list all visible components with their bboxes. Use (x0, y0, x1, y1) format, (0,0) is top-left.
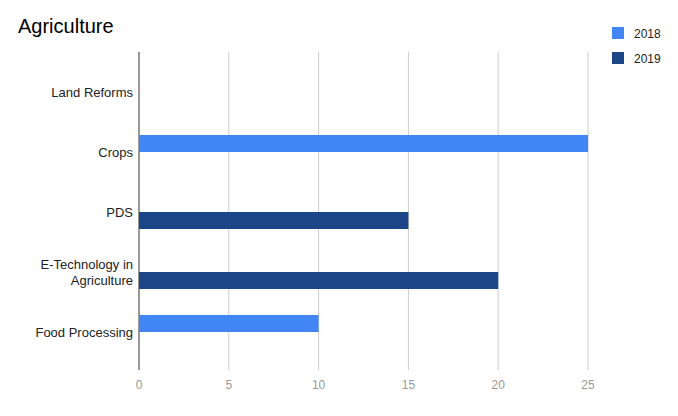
tick-label: 25 (581, 378, 595, 392)
tick-label: 10 (312, 378, 326, 392)
grid-line (408, 52, 409, 370)
tick-label: 5 (225, 378, 232, 392)
legend-swatch (612, 52, 624, 64)
legend-label: 2019 (634, 52, 661, 66)
title: Agriculture (18, 15, 114, 37)
bar (139, 315, 319, 332)
grid-line (588, 52, 589, 370)
category-label: E-Technology inAgriculture (41, 257, 134, 288)
bar (139, 212, 408, 229)
category-label: Food Processing (35, 325, 133, 340)
grid-line (498, 52, 499, 370)
bar (139, 272, 498, 289)
tick-label: 0 (136, 378, 143, 392)
category-label: Crops (98, 145, 133, 160)
tick-label: 15 (402, 378, 416, 392)
bar (139, 135, 588, 152)
bars (139, 135, 588, 332)
legend: 2018 2019 (612, 27, 661, 66)
tick-label: 20 (492, 378, 506, 392)
category-label: Land Reforms (51, 85, 133, 100)
legend-label: 2018 (634, 27, 661, 41)
chart: Agriculture 0 5 10 15 20 25 Land Reforms Crops PD… (0, 0, 678, 416)
category-label: PDS (106, 205, 133, 220)
legend-swatch (612, 27, 624, 39)
